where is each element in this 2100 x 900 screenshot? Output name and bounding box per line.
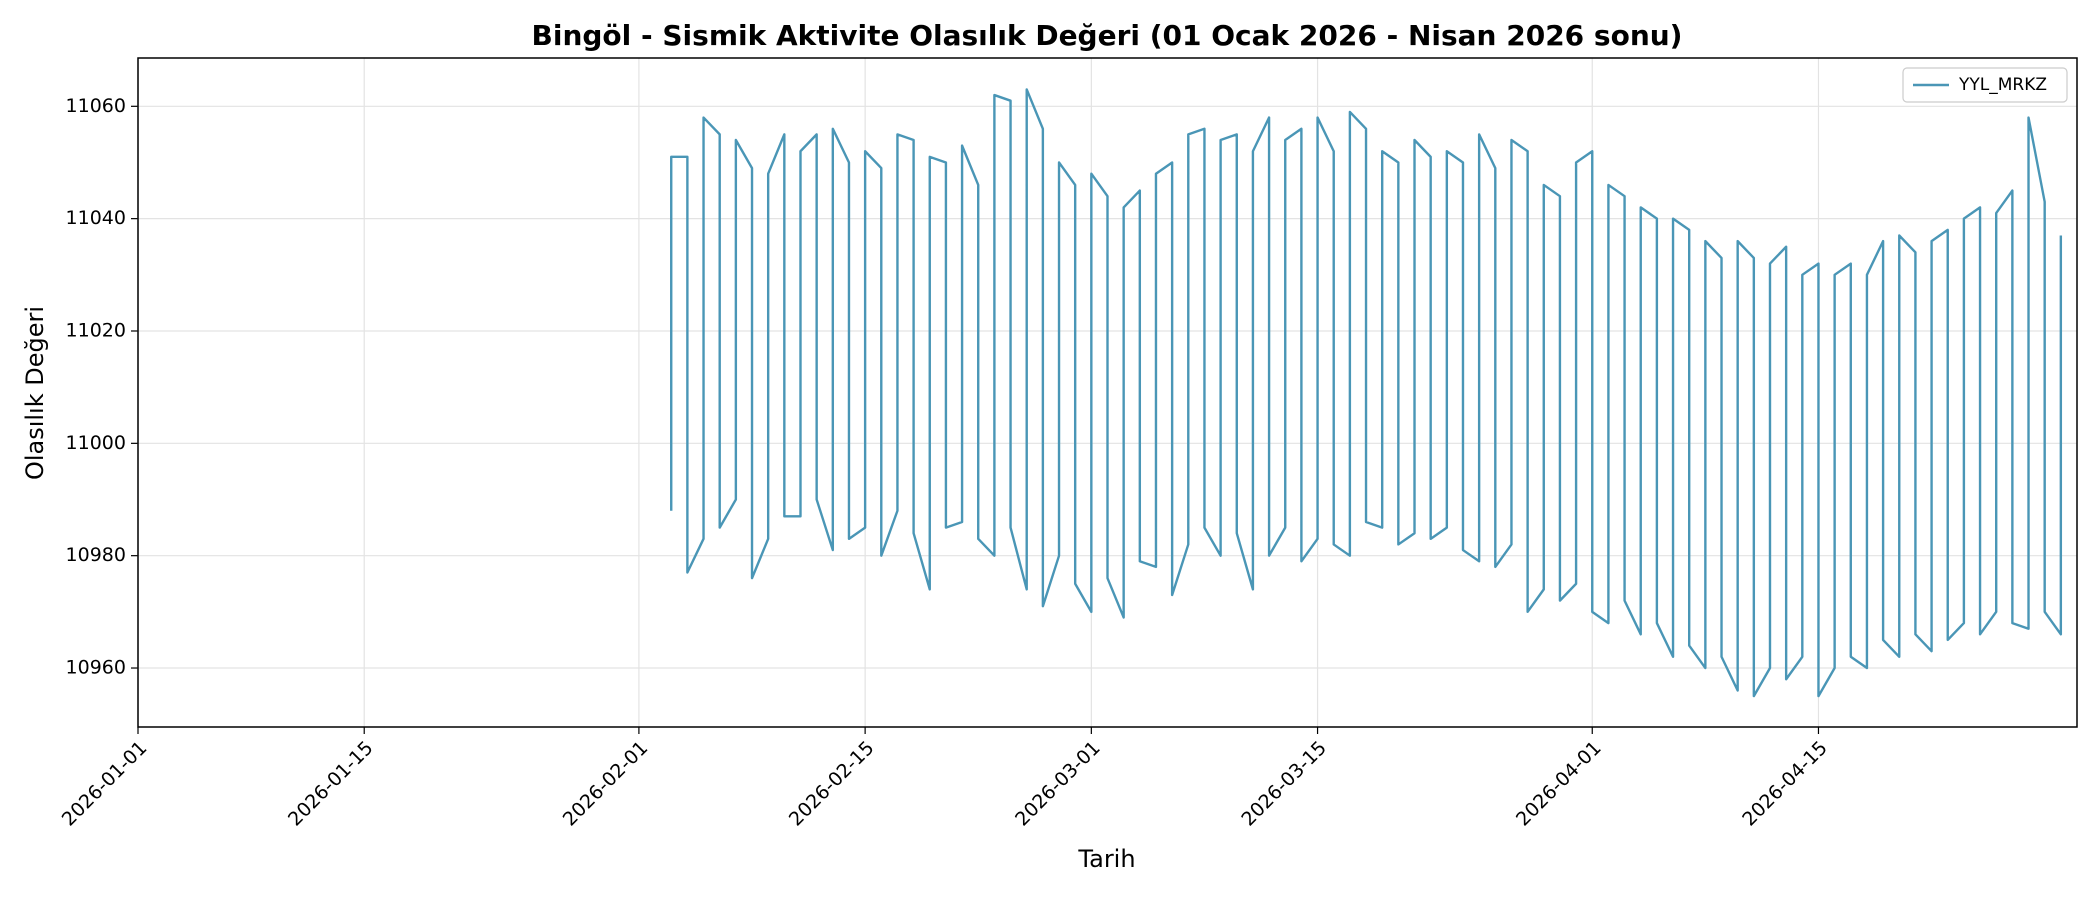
y-tick-label: 11020 <box>66 319 126 341</box>
data-line <box>670 88 2063 698</box>
y-axis-label: Olasılık Değeri <box>21 306 49 480</box>
y-tick-label: 11000 <box>66 432 126 454</box>
y-tick-label: 11040 <box>66 207 126 229</box>
x-axis-label: Tarih <box>1077 845 1135 873</box>
plot-frame <box>137 57 2078 728</box>
y-tick-label: 11060 <box>66 95 126 117</box>
legend-label: YYL_MRKZ <box>1958 75 2047 95</box>
legend-box <box>1902 67 2068 103</box>
y-tick-label: 10980 <box>66 544 126 566</box>
y-tick-label: 10960 <box>66 657 126 679</box>
chart-title: Bingöl - Sismik Aktivite Olasılık Değeri… <box>532 19 1683 52</box>
